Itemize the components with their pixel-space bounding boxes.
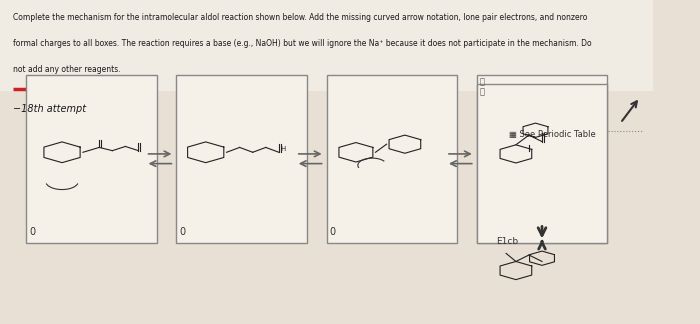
Text: −18th attempt: −18th attempt [13,104,86,114]
Text: H: H [281,146,286,152]
FancyBboxPatch shape [26,75,157,243]
FancyBboxPatch shape [326,75,457,243]
Text: Complete the mechanism for the intramolecular aldol reaction shown below. Add th: Complete the mechanism for the intramole… [13,13,587,22]
FancyBboxPatch shape [176,75,307,243]
Text: 0: 0 [29,226,36,237]
Text: formal charges to all boxes. The reaction requires a base (e.g., NaOH) but we wi: formal charges to all boxes. The reactio… [13,39,591,48]
Text: 0: 0 [180,226,186,237]
FancyBboxPatch shape [477,84,608,243]
FancyBboxPatch shape [0,0,653,91]
Text: ▦ See Periodic Table: ▦ See Periodic Table [510,130,596,139]
Text: not add any other reagents.: not add any other reagents. [13,65,120,74]
FancyBboxPatch shape [477,75,608,243]
Text: 🔒: 🔒 [480,78,485,87]
Text: E1cb: E1cb [496,237,519,246]
Text: 🔒: 🔒 [480,87,485,97]
Text: 0: 0 [330,226,336,237]
